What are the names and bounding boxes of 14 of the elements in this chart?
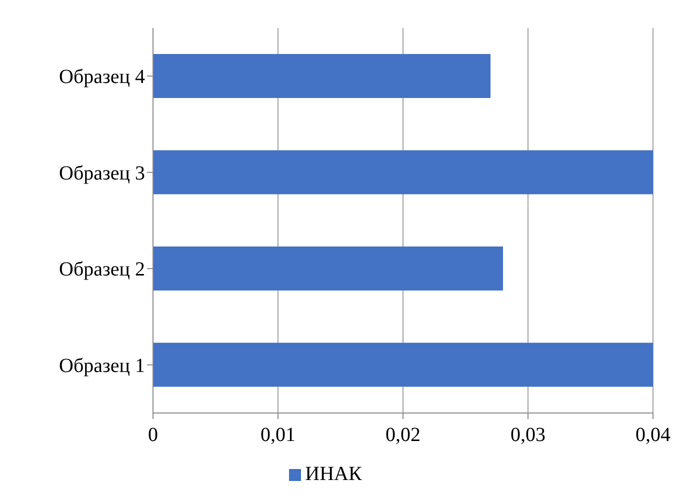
bar <box>153 54 490 98</box>
y-tick-label: Образец 2 <box>59 258 145 281</box>
y-tick-label: Образец 3 <box>59 162 145 184</box>
y-tick-label: Образец 1 <box>59 354 145 377</box>
bar <box>153 150 653 194</box>
legend-label: ИНАК <box>305 463 362 485</box>
bar <box>153 342 653 387</box>
x-tick-label: 0,03 <box>510 424 546 446</box>
y-tick-label: Образец 4 <box>59 66 145 88</box>
x-tick-label: 0,02 <box>386 424 420 446</box>
x-tick-label: 0,01 <box>260 424 296 446</box>
x-tick-label: 0 <box>148 424 158 446</box>
x-tick-label: 0,04 <box>636 424 670 446</box>
bar <box>153 246 503 290</box>
